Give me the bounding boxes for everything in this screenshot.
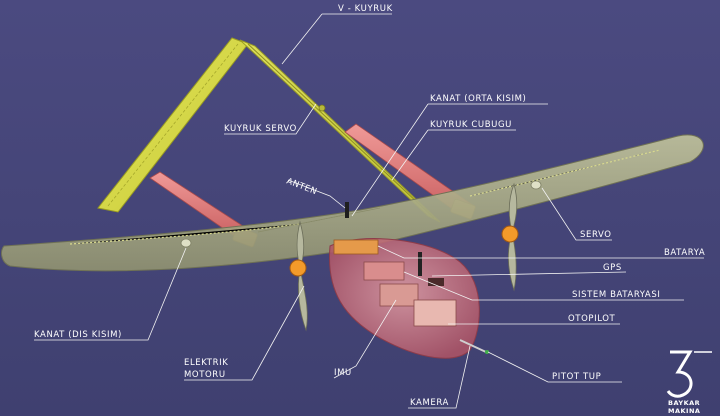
leader-camera bbox=[408, 345, 471, 409]
leader-antenna bbox=[287, 179, 346, 209]
antenna-mast bbox=[345, 202, 349, 218]
servo-right bbox=[530, 180, 542, 190]
wing-left-aileron bbox=[69, 223, 301, 245]
label-tail-servo: KUYRUK SERVO bbox=[224, 124, 297, 134]
baykar-logo: BAYKAR MAKINA bbox=[666, 350, 712, 415]
leader-wing-outer bbox=[34, 247, 187, 341]
leader-gps bbox=[431, 271, 627, 277]
label-pitot-tube: PITOT TUP bbox=[552, 372, 601, 382]
logo-mark bbox=[666, 350, 693, 398]
label-system-battery: SISTEM BATARYASI bbox=[572, 290, 660, 300]
label-servo: SERVO bbox=[580, 230, 612, 240]
leader-pitot-tube bbox=[487, 351, 622, 383]
gps-module bbox=[428, 278, 444, 286]
v-tail-right-spar bbox=[247, 43, 435, 219]
leader-lines bbox=[34, 13, 704, 409]
fuselage bbox=[328, 202, 489, 359]
label-wing-outer: KANAT (DIS KISIM) bbox=[34, 330, 122, 340]
label-camera: KAMERA bbox=[410, 398, 449, 408]
propellers bbox=[289, 182, 519, 332]
propeller-right-lower-blade bbox=[508, 231, 517, 292]
logo-text-line2: MAKINA bbox=[668, 407, 700, 415]
autopilot-block bbox=[379, 283, 419, 307]
battery-block bbox=[333, 239, 379, 255]
leader-battery bbox=[377, 245, 704, 259]
wing-center-joint bbox=[257, 207, 381, 233]
tail-servo-body bbox=[318, 104, 326, 112]
label-electric-motor-line2: MOTORU bbox=[184, 370, 226, 380]
servo-left bbox=[180, 238, 192, 248]
label-electric-motor-line1: ELEKTRIK bbox=[184, 358, 228, 368]
camera-bay bbox=[413, 299, 457, 327]
label-autopilot: OTOPILOT bbox=[568, 314, 616, 324]
label-imu: IMU bbox=[334, 368, 352, 378]
wing-right-aileron bbox=[469, 149, 661, 197]
leader-v-tail bbox=[281, 13, 392, 65]
motor-left-hub bbox=[289, 259, 307, 277]
leader-tail-boom bbox=[391, 129, 516, 181]
labels: V - KUYRUK KUYRUK SERVO KANAT (ORTA KISI… bbox=[34, 4, 705, 408]
label-battery: BATARYA bbox=[664, 248, 705, 258]
wing-surface bbox=[1, 134, 704, 272]
system-battery-block bbox=[363, 261, 405, 281]
label-v-tail: V - KUYRUK bbox=[338, 4, 393, 14]
leader-tail-servo bbox=[224, 103, 317, 135]
v-tail-left-hinge bbox=[107, 43, 239, 207]
main-wing bbox=[1, 134, 704, 272]
logo-text-line1: BAYKAR bbox=[668, 399, 700, 407]
label-wing-center: KANAT (ORTA KISIM) bbox=[430, 94, 526, 104]
leader-wing-center bbox=[351, 103, 548, 217]
leader-system-battery bbox=[403, 271, 684, 301]
label-gps: GPS bbox=[603, 263, 622, 273]
pitot-tube bbox=[459, 339, 487, 353]
leader-electric-motor bbox=[184, 285, 305, 381]
leader-imu bbox=[333, 299, 397, 379]
v-tail bbox=[97, 37, 441, 223]
label-tail-boom: KUYRUK CUBUGU bbox=[430, 120, 512, 130]
pitot-tip bbox=[485, 350, 489, 354]
motor-right-hub bbox=[501, 225, 519, 243]
leader-servo bbox=[541, 187, 612, 241]
gps-mast bbox=[418, 252, 422, 276]
